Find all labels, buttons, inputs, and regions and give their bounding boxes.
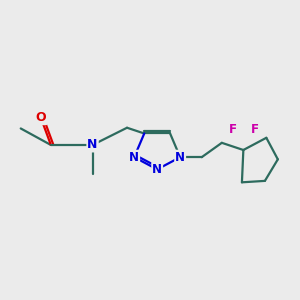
Text: N: N bbox=[152, 163, 162, 176]
Text: O: O bbox=[35, 111, 46, 124]
Text: N: N bbox=[175, 151, 185, 164]
Text: N: N bbox=[129, 151, 139, 164]
Text: F: F bbox=[251, 123, 259, 136]
Text: F: F bbox=[229, 123, 237, 136]
Text: N: N bbox=[87, 139, 98, 152]
